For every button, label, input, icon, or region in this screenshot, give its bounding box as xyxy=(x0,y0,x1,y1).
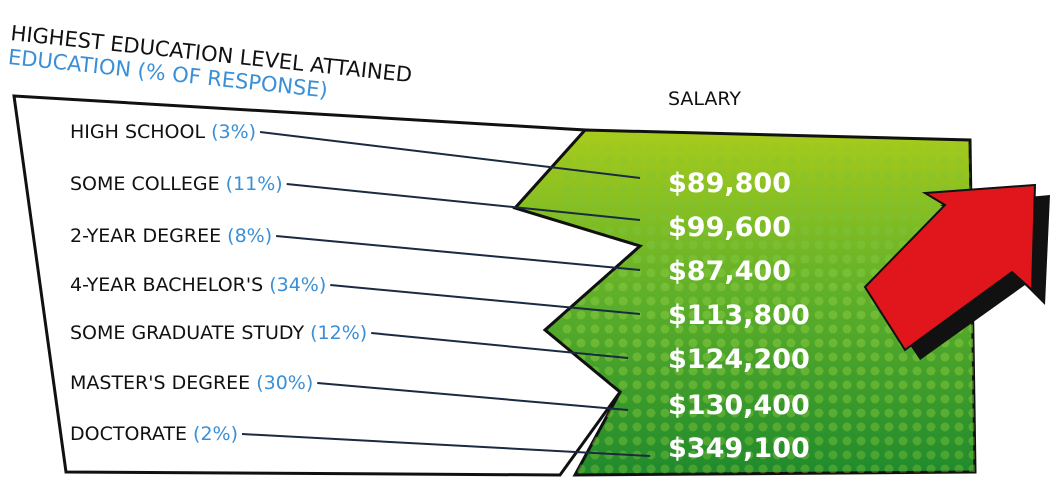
page: {"header": {"title": "HIGHEST EDUCATION … xyxy=(0,0,1061,487)
level: 2-YEAR DEGREE xyxy=(70,225,221,247)
education-label: HIGH SCHOOL (3%) xyxy=(70,121,256,143)
level: 4-YEAR BACHELOR'S xyxy=(70,274,263,296)
salary: $113,800 xyxy=(668,300,810,331)
level: SOME COLLEGE xyxy=(70,173,220,195)
salary: $349,100 xyxy=(668,433,810,464)
education-label: MASTER'S DEGREE (30%) xyxy=(70,372,313,394)
share: (2%) xyxy=(193,423,238,445)
share: (8%) xyxy=(227,225,272,247)
infographic: HIGHEST EDUCATION LEVEL ATTAINED EDUCATI… xyxy=(0,0,1061,487)
salary: $89,800 xyxy=(668,168,791,199)
education-label: 2-YEAR DEGREE (8%) xyxy=(70,225,272,247)
salary-heading: SALARY xyxy=(668,88,741,110)
share: (30%) xyxy=(256,372,313,394)
share: (12%) xyxy=(310,322,367,344)
education-label: DOCTORATE (2%) xyxy=(70,423,238,445)
share: (34%) xyxy=(269,274,326,296)
education-label: 4-YEAR BACHELOR'S (34%) xyxy=(70,274,326,296)
salary: $87,400 xyxy=(668,256,791,287)
level: DOCTORATE xyxy=(70,423,187,445)
salary: $130,400 xyxy=(668,390,810,421)
education-label: SOME COLLEGE (11%) xyxy=(70,173,283,195)
salary: $124,200 xyxy=(668,344,810,375)
level: MASTER'S DEGREE xyxy=(70,372,250,394)
salary: $99,600 xyxy=(668,212,791,243)
share: (3%) xyxy=(211,121,256,143)
level: SOME GRADUATE STUDY xyxy=(70,322,304,344)
share: (11%) xyxy=(226,173,283,195)
education-label: SOME GRADUATE STUDY (12%) xyxy=(70,322,367,344)
level: HIGH SCHOOL xyxy=(70,121,205,143)
